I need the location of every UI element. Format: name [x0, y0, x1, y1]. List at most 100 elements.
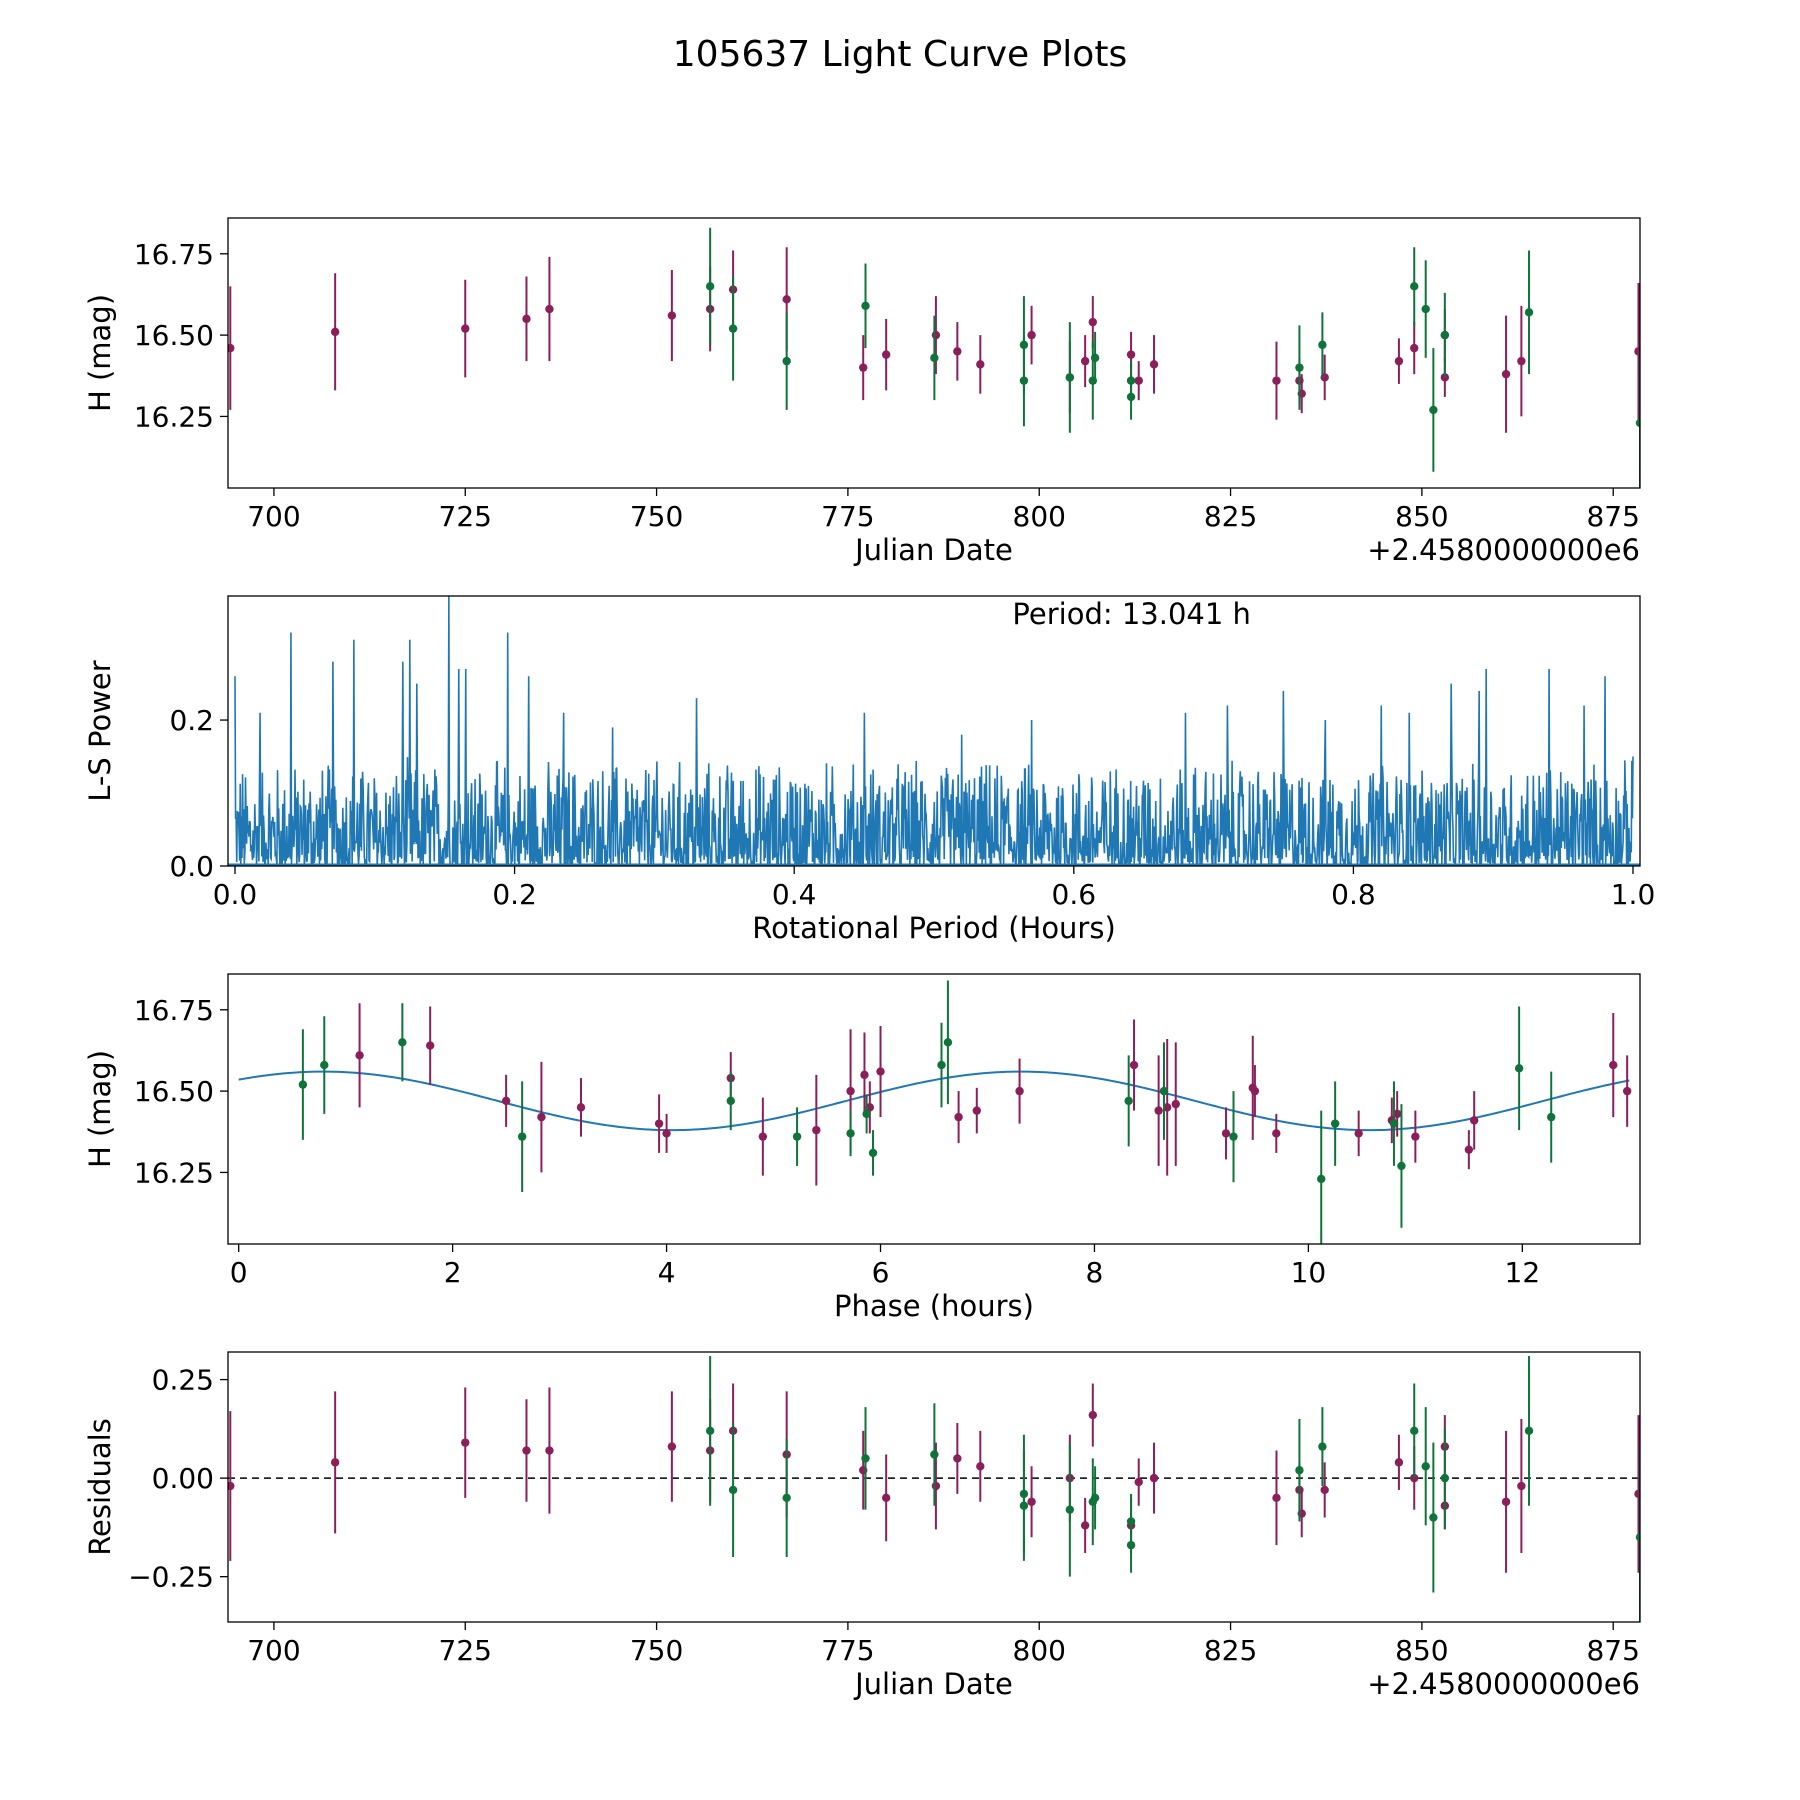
data-point — [1389, 1119, 1399, 1128]
data-point — [859, 363, 868, 372]
x-tick-label: 750 — [630, 500, 683, 533]
data-point — [861, 1454, 870, 1463]
data-point — [1250, 1086, 1260, 1096]
plot-area — [228, 227, 1640, 488]
data-point — [976, 1462, 985, 1471]
data-point — [1318, 340, 1327, 350]
axes-frame — [227, 217, 1641, 489]
data-point — [1272, 1129, 1281, 1138]
data-point — [1149, 360, 1159, 369]
data-point — [1410, 1426, 1419, 1436]
data-point — [728, 1485, 738, 1495]
data-point — [705, 1426, 715, 1436]
data-point — [1469, 1116, 1479, 1125]
x-tick-label: 6 — [872, 1256, 890, 1289]
panel-residuals: 700 725 750 775 800 825 850 875 −0.25 0.00 0.25 Jul… — [83, 1351, 1641, 1701]
data-point — [865, 1103, 875, 1112]
data-point — [1410, 343, 1419, 353]
data-point — [726, 1096, 735, 1106]
x-offset-label: +2.4580000000e6 — [1367, 1667, 1640, 1701]
y-axis-label: Residuals — [83, 1418, 117, 1556]
series-g-band — [298, 980, 1556, 1244]
data-point — [1317, 1174, 1326, 1184]
data-point — [1318, 1442, 1327, 1451]
plot-area — [238, 980, 1632, 1244]
data-point — [930, 353, 939, 363]
x-tick-label: 0.6 — [1052, 878, 1097, 911]
data-point — [1392, 1109, 1402, 1119]
period-annotation: Period: 13.041 h — [1012, 597, 1251, 631]
x-tick-label: 0.4 — [772, 878, 817, 911]
data-point — [782, 295, 791, 304]
model-fit-curve — [238, 1070, 1630, 1132]
data-point — [330, 1458, 340, 1467]
data-point — [1124, 1096, 1133, 1106]
data-point — [398, 1038, 407, 1047]
data-point — [1635, 418, 1640, 428]
y-tick-label: 0.2 — [169, 704, 214, 737]
y-tick-label: 16.25 — [134, 1156, 214, 1189]
data-point — [881, 350, 891, 359]
data-point — [812, 1125, 821, 1135]
data-point — [1421, 304, 1430, 314]
data-point — [1440, 330, 1450, 340]
data-point — [320, 1060, 329, 1070]
series-g-band — [705, 227, 1640, 488]
data-point — [1514, 1064, 1524, 1073]
axes-frame — [227, 973, 1641, 1245]
x-offset-label: +2.4580000000e6 — [1367, 533, 1640, 567]
data-point — [876, 1067, 885, 1076]
x-tick-label: 850 — [1395, 500, 1448, 533]
y-tick-label: 0.25 — [152, 1364, 214, 1397]
data-point — [576, 1103, 586, 1112]
data-point — [522, 314, 531, 324]
data-point — [425, 1041, 435, 1050]
data-point — [1295, 363, 1304, 372]
x-tick-label: 2 — [444, 1256, 462, 1289]
data-point — [1272, 1493, 1281, 1503]
data-point — [943, 1038, 953, 1047]
x-tick-label: 700 — [247, 500, 300, 533]
data-point — [1330, 1119, 1340, 1128]
data-point — [355, 1051, 364, 1060]
x-tick-label: 775 — [821, 1634, 874, 1667]
data-point — [1088, 317, 1098, 327]
data-point — [868, 1148, 878, 1158]
data-point — [937, 1060, 946, 1070]
data-point — [461, 324, 470, 333]
x-tick-label: 725 — [439, 500, 492, 533]
y-axis-label: H (mag) — [83, 1050, 117, 1168]
data-point — [1080, 356, 1090, 366]
x-tick-label: 825 — [1204, 500, 1257, 533]
plot-area — [228, 596, 1640, 866]
data-point — [1090, 353, 1100, 363]
data-point — [782, 356, 791, 366]
data-point — [1149, 1473, 1159, 1483]
data-point — [861, 301, 870, 311]
data-point — [1126, 350, 1136, 359]
data-point — [1019, 376, 1029, 385]
y-tick-label: 0.0 — [169, 850, 214, 883]
data-point — [1272, 376, 1281, 385]
x-tick-label: 8 — [1086, 1256, 1104, 1289]
data-point — [1501, 1497, 1511, 1506]
data-point — [537, 1112, 546, 1122]
x-tick-label: 12 — [1505, 1256, 1541, 1289]
data-point — [1320, 1485, 1329, 1495]
x-axis-label: Julian Date — [853, 1667, 1013, 1701]
data-point — [1134, 376, 1143, 385]
x-axis-label: Phase (hours) — [834, 1289, 1034, 1323]
data-point — [1634, 1489, 1640, 1499]
x-tick-label: 850 — [1395, 1634, 1448, 1667]
data-point — [1065, 1505, 1075, 1514]
y-tick-label: 16.50 — [134, 1075, 214, 1108]
data-point — [1019, 1501, 1029, 1510]
data-point — [1080, 1521, 1090, 1530]
plot-area — [228, 1355, 1640, 1622]
x-tick-label: 875 — [1586, 1634, 1639, 1667]
data-point — [1440, 1473, 1450, 1483]
data-point — [1635, 1533, 1640, 1542]
x-axis-label: Julian Date — [853, 533, 1013, 567]
data-point — [662, 1129, 671, 1138]
